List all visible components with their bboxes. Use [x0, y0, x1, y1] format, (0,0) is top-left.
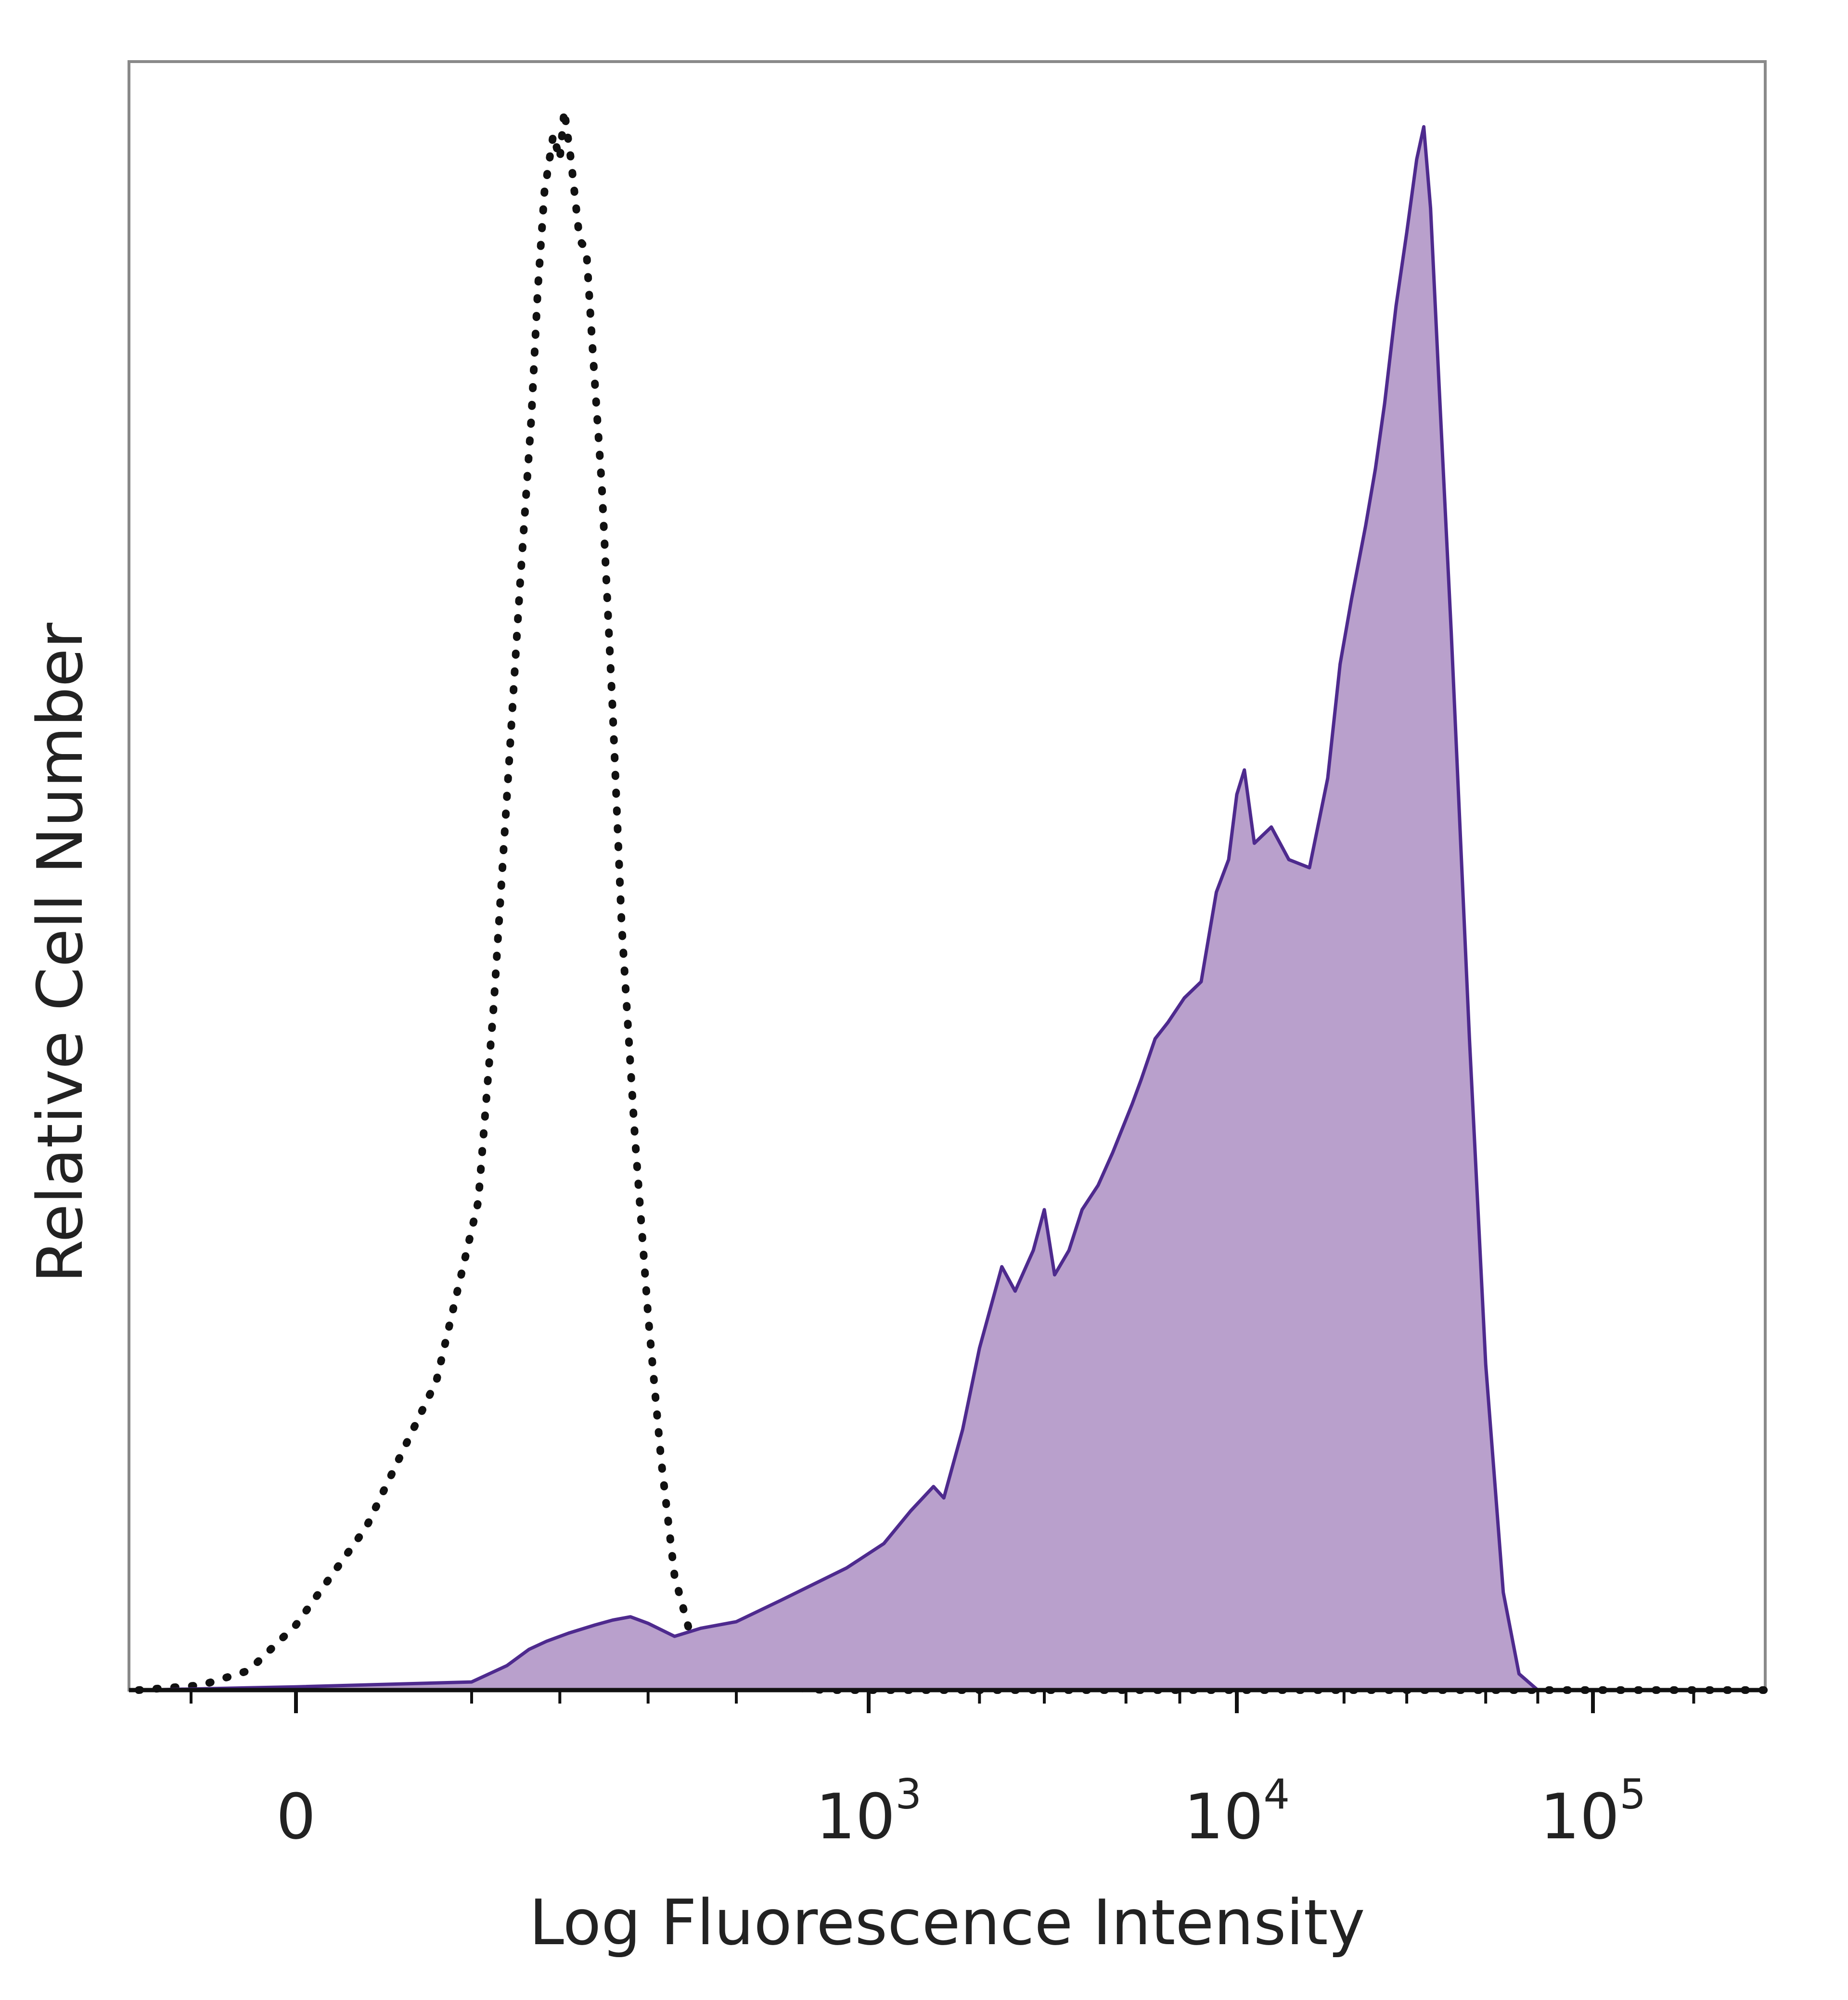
y-axis-title: Relative Cell Number — [24, 622, 97, 1283]
x-tick-label: 0 — [276, 1780, 316, 1853]
plot-frame — [128, 60, 1767, 1692]
stained-histogram-line — [138, 125, 1765, 1692]
x-tick-label: 103 — [816, 1770, 922, 1853]
x-axis-title: Log Fluorescence Intensity — [529, 1886, 1365, 1959]
stained-histogram-fill — [139, 127, 1765, 1691]
x-tick-label: 105 — [1540, 1770, 1646, 1853]
isotype-control-line — [135, 106, 1769, 1694]
x-tick-label: 104 — [1184, 1770, 1290, 1853]
x-tick-layer: 0 103 104 105 — [190, 1690, 1695, 1853]
series-layer — [135, 106, 1769, 1694]
